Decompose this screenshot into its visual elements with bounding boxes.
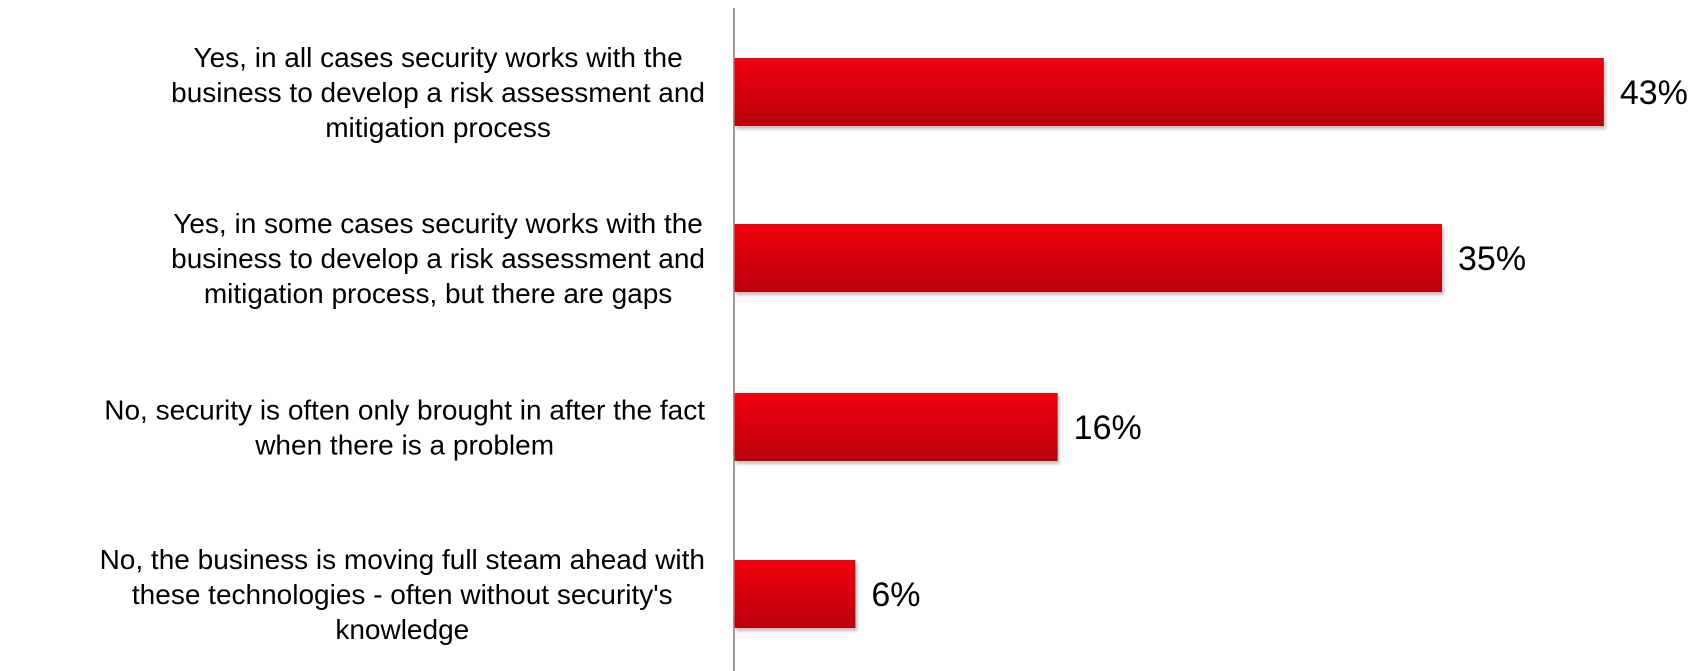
category-label-line: mitigation process, but there are gaps xyxy=(204,278,672,309)
category-labels-layer: Yes, in all cases security works with th… xyxy=(100,42,706,645)
data-labels-layer: 43% 35% 16% 6% xyxy=(871,74,1688,614)
bar-1 xyxy=(734,58,1604,126)
category-label-line: business to develop a risk assessment an… xyxy=(171,77,705,108)
category-label-4: No, the business is moving full steam ah… xyxy=(100,544,705,645)
category-label-line: Yes, in all cases security works with th… xyxy=(193,42,682,73)
category-label-line: these technologies - often without secur… xyxy=(132,579,673,610)
bars-layer xyxy=(734,58,1604,628)
category-label-line: No, security is often only brought in af… xyxy=(104,395,705,426)
category-label-line: business to develop a risk assessment an… xyxy=(171,243,705,274)
category-label-line: knowledge xyxy=(335,614,469,645)
category-label-line: Yes, in some cases security works with t… xyxy=(173,208,703,239)
bar-3 xyxy=(734,393,1058,461)
category-label-1: Yes, in all cases security works with th… xyxy=(171,42,705,143)
category-label-line: when there is a problem xyxy=(254,430,554,461)
category-label-2: Yes, in some cases security works with t… xyxy=(171,208,705,309)
data-label-1: 43% xyxy=(1620,74,1688,112)
data-label-2: 35% xyxy=(1458,240,1526,278)
data-label-3: 16% xyxy=(1074,409,1142,447)
data-label-4: 6% xyxy=(871,576,920,614)
category-label-3: No, security is often only brought in af… xyxy=(104,395,705,461)
category-label-line: mitigation process xyxy=(325,112,551,143)
bar-4 xyxy=(734,560,856,628)
bar-2 xyxy=(734,224,1443,292)
category-label-line: No, the business is moving full steam ah… xyxy=(100,544,705,575)
